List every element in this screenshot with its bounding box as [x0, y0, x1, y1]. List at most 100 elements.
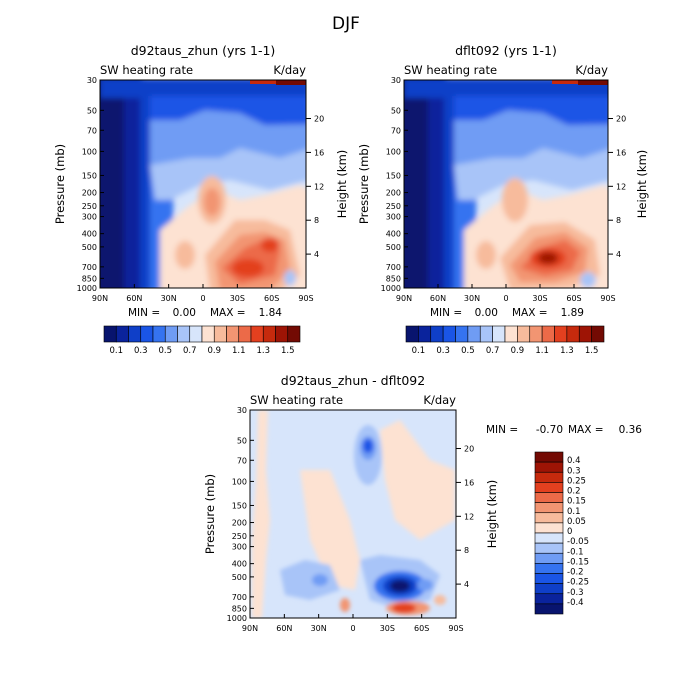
pressure-tick-label: 200: [82, 189, 97, 198]
panel-3-min-value: -0.70: [536, 424, 563, 436]
height-tick-label: 16: [616, 148, 626, 157]
pressure-tick-label: 30: [237, 406, 247, 415]
pressure-tick-label: 850: [82, 274, 97, 283]
latitude-tick-label: 90S: [298, 294, 313, 303]
pressure-tick-label: 500: [82, 243, 97, 252]
panel-3-colorbar: 0.40.30.250.20.150.10.050-0.05-0.1-0.15-…: [534, 451, 589, 615]
latitude-tick-label: 30N: [311, 624, 327, 633]
latitude-tick-label: 30N: [464, 294, 480, 303]
pressure-tick-label: 700: [82, 263, 97, 272]
panel-2-max-label: MAX =: [512, 307, 548, 319]
panel-3-y2label: Height (km): [485, 480, 499, 549]
panel-3-min-label: MIN =: [486, 424, 518, 436]
pressure-tick-label: 200: [386, 189, 401, 198]
panel-3-title: d92taus_zhun - dflt092: [281, 373, 425, 388]
height-tick-label: 4: [314, 250, 319, 259]
pressure-tick-label: 30: [391, 76, 401, 85]
height-tick-label: 20: [464, 445, 474, 454]
pressure-tick-label: 50: [237, 436, 247, 445]
colorbar-label: 0.5: [461, 346, 475, 356]
panel-2-subtitle-right: K/day: [575, 63, 608, 77]
colorbar-label: 0.1: [109, 346, 123, 356]
panel-3-max-value: 0.36: [619, 424, 643, 436]
panel-1-y2label: Height (km): [335, 150, 349, 219]
colorbar-swatch: [534, 593, 564, 605]
panel-3-field: [250, 410, 456, 618]
colorbar-label: 0.3: [567, 466, 581, 476]
pressure-tick-label: 150: [386, 171, 401, 180]
colorbar-label: 0.2: [567, 487, 581, 497]
panel-2-subtitle-left: SW heating rate: [404, 63, 497, 77]
colorbar-swatch: [517, 325, 531, 343]
panel-2-min-value: 0.00: [475, 307, 498, 319]
height-tick-label: 12: [616, 182, 626, 191]
colorbar-swatch: [479, 325, 493, 343]
pressure-tick-label: 850: [386, 274, 401, 283]
pressure-tick-label: 150: [232, 501, 247, 510]
panel-1-title: d92taus_zhun (yrs 1-1): [131, 43, 276, 58]
colorbar-label: 0.15: [567, 497, 586, 507]
panel-2: dflt092 (yrs 1-1) SW heating rate K/day: [357, 43, 649, 356]
colorbar-label: 0.3: [134, 346, 148, 356]
latitude-tick-label: 60N: [276, 624, 292, 633]
colorbar-swatch: [534, 542, 564, 554]
colorbar-swatch: [492, 325, 506, 343]
colorbar-swatch: [534, 603, 564, 615]
colorbar-swatch: [262, 325, 276, 343]
colorbar-label: 0.7: [486, 346, 500, 356]
colorbar-label: -0.15: [567, 557, 589, 567]
colorbar-label: 1.5: [585, 346, 599, 356]
colorbar-label: -0.4: [567, 598, 584, 608]
pressure-tick-label: 1000: [381, 284, 401, 293]
panel-1-colorbar: 0.1 0.3 0.5 0.7 0.9 1.1 1.3 1.5: [103, 325, 301, 356]
colorbar-swatch: [534, 583, 564, 595]
colorbar-label: -0.05: [567, 537, 589, 547]
panel-1-subtitle-left: SW heating rate: [100, 63, 193, 77]
panel-1-min-label: MIN =: [128, 307, 160, 319]
colorbar-swatch: [591, 325, 605, 343]
colorbar-swatch: [534, 573, 564, 584]
pressure-tick-label: 100: [82, 147, 97, 156]
panel-3-ylabel: Pressure (mb): [203, 474, 217, 554]
colorbar-label: 1.1: [232, 346, 246, 356]
latitude-tick-label: 30N: [161, 294, 177, 303]
pressure-tick-label: 70: [391, 126, 401, 135]
colorbar-swatch: [103, 325, 117, 343]
colorbar-swatch: [554, 325, 568, 343]
pressure-tick-label: 850: [232, 604, 247, 613]
figure-title: DJF: [332, 14, 360, 34]
colorbar-swatch: [534, 471, 564, 483]
pressure-tick-label: 70: [237, 456, 247, 465]
colorbar-swatch: [128, 325, 142, 343]
colorbar-swatch: [467, 325, 481, 343]
latitude-tick-label: 60S: [566, 294, 581, 303]
latitude-tick-label: 30S: [230, 294, 245, 303]
colorbar-swatch: [534, 451, 564, 463]
height-tick-label: 8: [464, 546, 469, 555]
colorbar-swatch: [578, 325, 592, 343]
height-tick-label: 16: [314, 148, 324, 157]
colorbar-swatch: [189, 325, 203, 343]
latitude-tick-label: 0: [200, 294, 205, 303]
colorbar-label: 0.1: [412, 346, 426, 356]
colorbar-swatch: [177, 325, 191, 343]
colorbar-swatch: [164, 325, 178, 343]
colorbar-swatch: [534, 482, 564, 493]
colorbar-swatch: [566, 325, 580, 343]
colorbar-swatch: [418, 325, 432, 343]
latitude-tick-label: 90N: [396, 294, 412, 303]
panel-3-axes: 305070100150200250300400500700850100090N…: [227, 406, 475, 633]
pressure-tick-label: 400: [232, 560, 247, 569]
pressure-tick-label: 250: [82, 202, 97, 211]
colorbar-label: -0.1: [567, 547, 584, 557]
height-tick-label: 12: [314, 182, 324, 191]
colorbar-label: 1.3: [256, 346, 270, 356]
pressure-tick-label: 500: [386, 243, 401, 252]
colorbar-swatch: [534, 532, 564, 544]
pressure-tick-label: 700: [232, 593, 247, 602]
latitude-tick-label: 60N: [430, 294, 446, 303]
height-tick-label: 4: [616, 250, 621, 259]
colorbar-swatch: [287, 325, 301, 343]
height-tick-label: 12: [464, 512, 474, 521]
latitude-tick-label: 60N: [126, 294, 142, 303]
